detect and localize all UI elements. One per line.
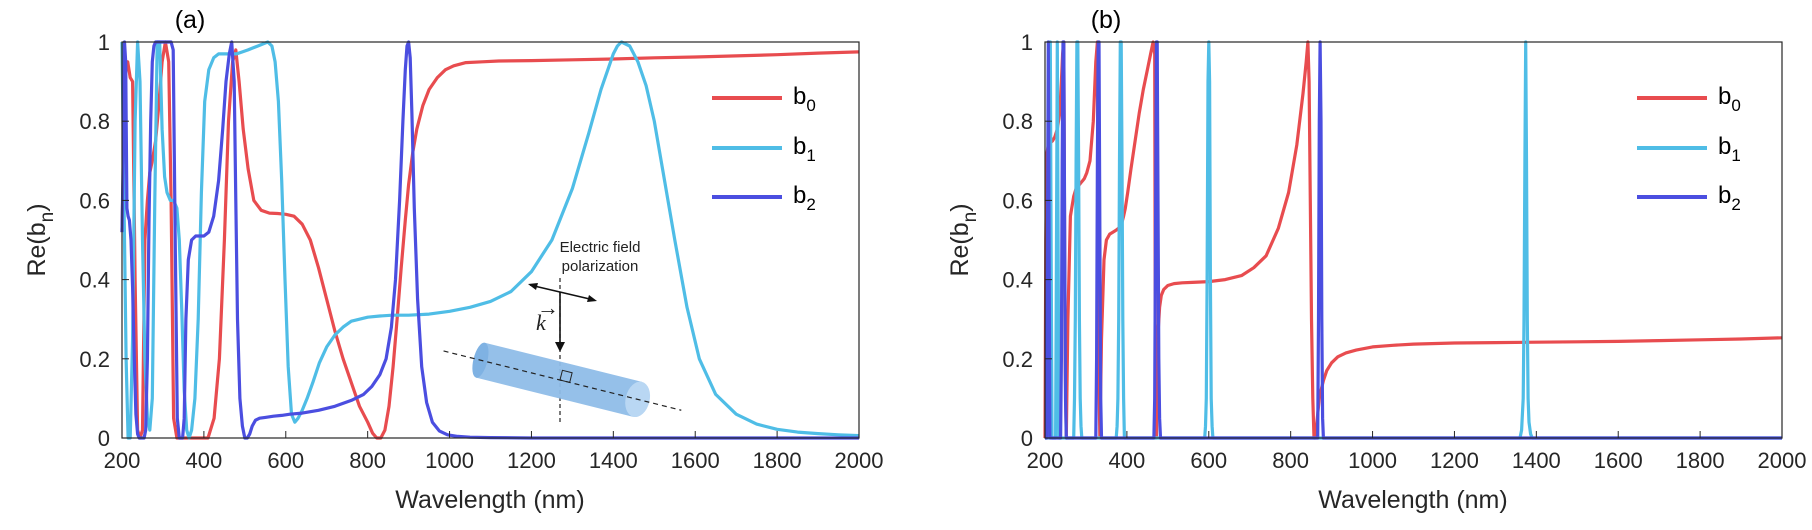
panel-b-ytick-label: 0.6 xyxy=(1002,188,1033,213)
inset-label-line1: Electric field xyxy=(560,239,641,256)
panel-a-ytick-label: 0.8 xyxy=(79,109,110,134)
panel-b-xtick-label: 1800 xyxy=(1676,448,1725,473)
legend-a-b1-label: b1 xyxy=(793,133,816,165)
inset-k-arrowhead xyxy=(555,342,565,352)
panel-a-ytick-label: 0 xyxy=(98,426,110,451)
panel-b-xtick-label: 600 xyxy=(1190,448,1227,473)
panel-a-axes-box xyxy=(121,41,860,439)
panel-b-ytick-label: 1 xyxy=(1021,30,1033,55)
panel-b: (b) 200 400 600 800 1000 1200 1400 1600 1800 2000… xyxy=(946,6,1806,514)
panel-a-xtick-label: 1800 xyxy=(753,448,802,473)
panel-a-legend: b0 b1 b2 xyxy=(712,83,816,214)
panel-b-xtick-label: 200 xyxy=(1027,448,1064,473)
inset-cylinder xyxy=(443,342,682,418)
panel-b-xlabel: Wavelength (nm) xyxy=(1318,486,1507,514)
panel-b-xtick-label: 1600 xyxy=(1594,448,1643,473)
panel-a-ytick-label: 0.6 xyxy=(79,188,110,213)
panel-a-ytick-label: 0.2 xyxy=(79,347,110,372)
inset-k-vector-mark: → xyxy=(537,295,559,320)
legend-a-b2-label: b2 xyxy=(793,182,816,214)
panel-b-ticks: 200 400 600 800 1000 1200 1400 1600 1800 2000 0 0.2… xyxy=(1002,30,1806,473)
inset-polarization-arrowhead-right xyxy=(587,295,597,302)
inset-label-line2: polarization xyxy=(562,258,639,275)
panel-b-xtick-label: 800 xyxy=(1272,448,1309,473)
panel-b-ylabel: Re(bn) xyxy=(946,203,981,276)
legend-b-b0-label: b0 xyxy=(1718,83,1741,115)
panel-b-ytick-label: 0 xyxy=(1021,426,1033,451)
panel-b-ytick-label: 0.8 xyxy=(1002,109,1033,134)
panel-b-ytick-label: 0.2 xyxy=(1002,347,1033,372)
inset-cylinder-axis xyxy=(443,350,682,411)
inset-k-label: k xyxy=(536,310,547,335)
panel-b-xtick-label: 2000 xyxy=(1758,448,1807,473)
legend-b-b1-label: b1 xyxy=(1718,133,1741,165)
panel-a-ytick-label: 1 xyxy=(98,30,110,55)
legend-b-b2-label: b2 xyxy=(1718,182,1741,214)
legend-a-b0-label: b0 xyxy=(793,83,816,115)
panel-a-xtick-label: 600 xyxy=(267,448,304,473)
panel-a-xlabel: Wavelength (nm) xyxy=(395,486,584,514)
inset-polarization-arrowhead-left xyxy=(528,283,538,290)
inset-polarization-arrow xyxy=(529,284,595,301)
panel-a-inset: Electric field polarization k → xyxy=(443,239,682,425)
panel-a-xtick-label: 1400 xyxy=(589,448,638,473)
panel-b-title: (b) xyxy=(1091,6,1122,34)
panel-a-series-b2 xyxy=(120,40,859,440)
panel-b-xtick-label: 400 xyxy=(1109,448,1146,473)
panel-b-legend: b0 b1 b2 xyxy=(1637,83,1741,214)
panel-a-xtick-label: 1000 xyxy=(425,448,474,473)
panel-a-xtick-label: 1600 xyxy=(671,448,720,473)
panel-b-series-b2 xyxy=(1045,40,1782,440)
panel-a-xtick-label: 400 xyxy=(186,448,223,473)
panel-a-ticks: 200 400 600 800 1000 1200 1400 1600 1800 2000 0 0.2… xyxy=(79,30,883,473)
panel-b-xtick-label: 1400 xyxy=(1512,448,1561,473)
panel-b-axes-box xyxy=(1044,41,1783,439)
panel-a: (a) 200 400 600 800 1000 1200 1400 1600 1800 2000… xyxy=(23,6,883,514)
panel-a-xtick-label: 1200 xyxy=(507,448,556,473)
panel-a-ylabel: Re(bn) xyxy=(23,203,58,276)
panel-b-series-group xyxy=(1043,40,1783,440)
panel-a-xtick-label: 200 xyxy=(104,448,141,473)
inset-right-angle-mark xyxy=(559,369,573,384)
panel-b-xtick-label: 1200 xyxy=(1430,448,1479,473)
panel-a-xtick-label: 2000 xyxy=(835,448,884,473)
panel-a-xtick-label: 800 xyxy=(349,448,386,473)
panel-b-ytick-label: 0.4 xyxy=(1002,268,1033,293)
panel-a-ytick-label: 0.4 xyxy=(79,268,110,293)
panel-a-title: (a) xyxy=(175,6,206,34)
panel-b-xtick-label: 1000 xyxy=(1348,448,1397,473)
